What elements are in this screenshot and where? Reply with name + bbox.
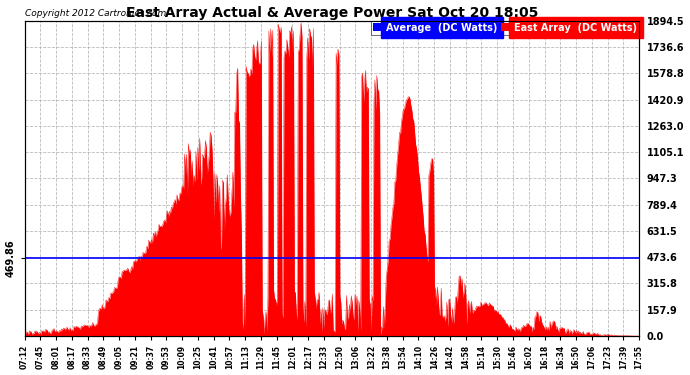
Legend: Average  (DC Watts), East Array  (DC Watts): Average (DC Watts), East Array (DC Watts… [371, 21, 639, 34]
Text: Copyright 2012 Cartronics.com: Copyright 2012 Cartronics.com [25, 9, 166, 18]
Title: East Array Actual & Average Power Sat Oct 20 18:05: East Array Actual & Average Power Sat Oc… [126, 6, 538, 20]
